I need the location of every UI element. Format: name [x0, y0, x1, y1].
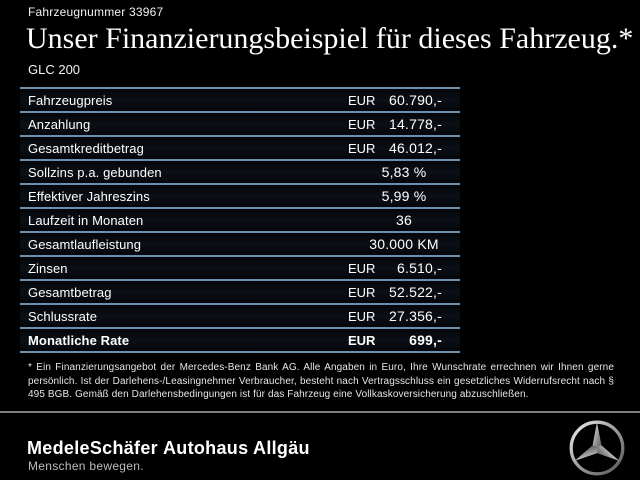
row-value: 52.522,-: [389, 284, 442, 300]
row-value: 36: [396, 212, 412, 228]
table-row: Effektiver Jahreszins 5,99 %: [20, 183, 460, 207]
table-row: Anzahlung EUR 14.778,-: [20, 111, 460, 135]
table-row: Zinsen EUR 6.510,-: [20, 255, 460, 279]
row-value: 5,99 %: [381, 188, 427, 204]
row-label: Effektiver Jahreszins: [28, 188, 150, 204]
table-row: Gesamtlaufleistung 30.000 KM: [20, 231, 460, 255]
table-row: Monatliche Rate EUR 699,-: [20, 327, 460, 351]
table-row: Gesamtbetrag EUR 52.522,-: [20, 279, 460, 303]
row-label: Fahrzeugpreis: [28, 92, 113, 108]
row-value-area: EUR 27.356,-: [348, 308, 460, 324]
table-row: Gesamtkreditbetrag EUR 46.012,-: [20, 135, 460, 159]
row-currency: EUR: [348, 92, 376, 108]
dealer-tagline: Menschen bewegen.: [28, 459, 144, 473]
row-value: 14.778,-: [389, 116, 442, 132]
row-currency: EUR: [348, 284, 376, 300]
row-label: Zinsen: [28, 260, 68, 276]
row-currency: EUR: [348, 140, 376, 156]
row-value-area: 5,83 %: [348, 164, 460, 180]
page-title: Unser Finanzierungsbeispiel für dieses F…: [26, 22, 634, 55]
table-row: Fahrzeugpreis EUR 60.790,-: [20, 87, 460, 111]
row-label: Schlussrate: [28, 308, 98, 324]
row-value-area: EUR 699,-: [348, 332, 460, 348]
row-value-area: 5,99 %: [348, 188, 460, 204]
row-value: 27.356,-: [389, 308, 442, 324]
table-row: Sollzins p.a. gebunden 5,83 %: [20, 159, 460, 183]
row-label: Gesamtlaufleistung: [28, 236, 142, 252]
row-currency: EUR: [348, 332, 376, 348]
row-value: 5,83 %: [381, 164, 427, 180]
row-value-area: EUR 60.790,-: [348, 92, 460, 108]
row-value: 60.790,-: [389, 92, 442, 108]
row-value: 30.000 KM: [369, 236, 439, 252]
row-label: Sollzins p.a. gebunden: [28, 164, 162, 180]
dealer-logo-primary: MedeleSchäfer: [27, 438, 158, 458]
table-row: Schlussrate EUR 27.356,-: [20, 303, 460, 327]
financing-table: Fahrzeugpreis EUR 60.790,- Anzahlung EUR…: [20, 87, 460, 353]
row-value-area: EUR 52.522,-: [348, 284, 460, 300]
footer-divider: [0, 411, 640, 413]
row-label: Anzahlung: [28, 116, 91, 132]
row-currency: EUR: [348, 116, 376, 132]
dealer-logo-secondary: Autohaus Allgäu: [163, 438, 310, 458]
row-label: Gesamtkreditbetrag: [28, 140, 144, 156]
row-label: Monatliche Rate: [28, 332, 130, 348]
row-value: 699,-: [409, 332, 442, 348]
row-currency: EUR: [348, 308, 376, 324]
legal-footnote: * Ein Finanzierungsangebot der Mercedes-…: [28, 362, 614, 400]
row-value-area: EUR 6.510,-: [348, 260, 460, 276]
row-label: Gesamtbetrag: [28, 284, 112, 300]
row-label: Laufzeit in Monaten: [28, 212, 144, 228]
table-row: Laufzeit in Monaten 36: [20, 207, 460, 231]
row-value-area: 36: [348, 212, 460, 228]
row-value: 6.510,-: [397, 260, 442, 276]
mercedes-star-icon: [569, 420, 625, 476]
row-value-area: EUR 14.778,-: [348, 116, 460, 132]
vehicle-model: GLC 200: [28, 62, 81, 77]
vehicle-number: Fahrzeugnummer 33967: [28, 5, 164, 19]
row-value-area: 30.000 KM: [348, 236, 460, 252]
row-currency: EUR: [348, 260, 376, 276]
row-value: 46.012,-: [389, 140, 442, 156]
row-value-area: EUR 46.012,-: [348, 140, 460, 156]
